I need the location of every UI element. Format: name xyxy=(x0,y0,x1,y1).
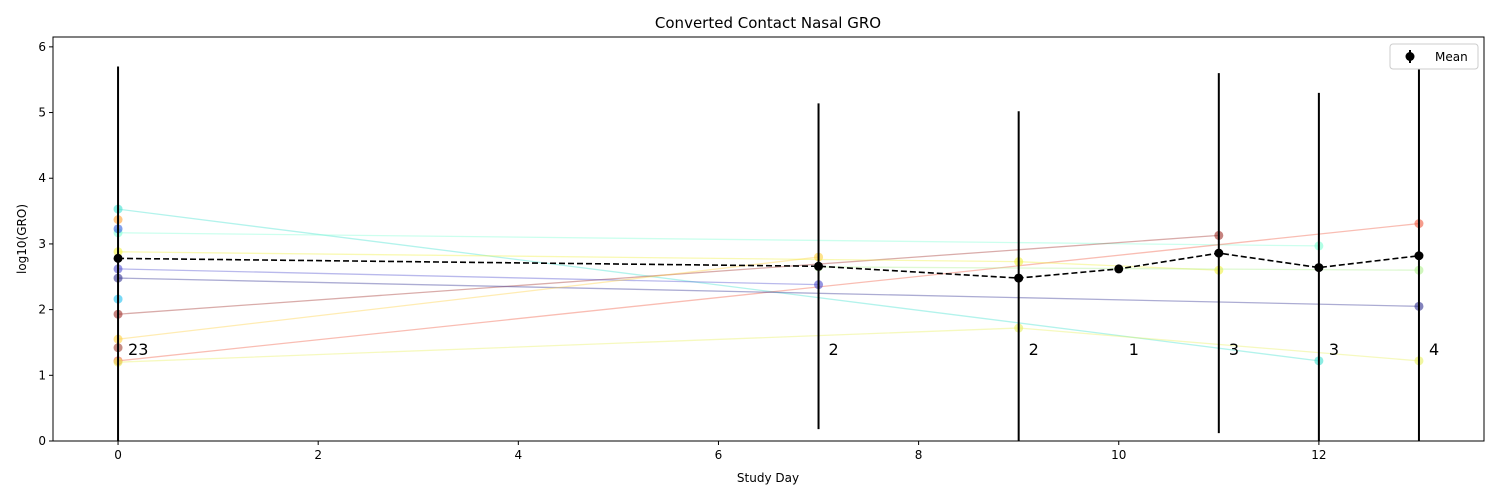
x-tick-label: 12 xyxy=(1311,448,1326,462)
legend-label: Mean xyxy=(1435,50,1468,64)
chart-title: Converted Contact Nasal GRO xyxy=(655,14,881,32)
subject-line xyxy=(117,222,1420,362)
mean-point xyxy=(1014,273,1024,283)
subject-line xyxy=(117,208,1319,362)
y-axis-label: log10(GRO) xyxy=(15,204,29,274)
subject-line xyxy=(118,232,1319,247)
y-tick-label: 2 xyxy=(38,303,46,317)
plot-frame xyxy=(52,36,1485,442)
y-tick-label: 5 xyxy=(38,106,46,120)
mean-point xyxy=(1214,248,1224,258)
count-label: 2 xyxy=(829,340,839,359)
subject-line xyxy=(118,268,819,286)
x-axis-label: Study Day xyxy=(737,471,799,485)
legend-marker xyxy=(1405,52,1415,61)
y-tick-label: 4 xyxy=(38,171,46,185)
x-tick-label: 10 xyxy=(1111,448,1126,462)
count-label: 3 xyxy=(1229,340,1239,359)
y-tick-label: 1 xyxy=(38,368,46,382)
x-tick-label: 0 xyxy=(114,448,122,462)
count-label: 23 xyxy=(128,340,148,359)
mean-point xyxy=(1114,264,1124,274)
y-tick-label: 0 xyxy=(38,434,46,448)
y-tick-label: 6 xyxy=(38,40,46,54)
subject-line xyxy=(118,277,1419,307)
count-label: 2 xyxy=(1029,340,1039,359)
plot-area xyxy=(113,59,1424,441)
mean-point xyxy=(1414,251,1424,261)
subject-line xyxy=(117,234,1219,315)
mean-point xyxy=(1314,263,1324,273)
subject-line xyxy=(117,256,819,340)
count-label: 4 xyxy=(1429,340,1439,359)
mean-point xyxy=(113,253,123,263)
x-tick-label: 4 xyxy=(515,448,523,462)
mean-point xyxy=(814,261,824,271)
count-label: 1 xyxy=(1129,340,1139,359)
x-tick-label: 8 xyxy=(915,448,923,462)
y-tick-label: 3 xyxy=(38,237,46,251)
x-tick-label: 6 xyxy=(715,448,723,462)
x-tick-label: 2 xyxy=(314,448,322,462)
count-label: 3 xyxy=(1329,340,1339,359)
legend-box xyxy=(1389,43,1479,70)
